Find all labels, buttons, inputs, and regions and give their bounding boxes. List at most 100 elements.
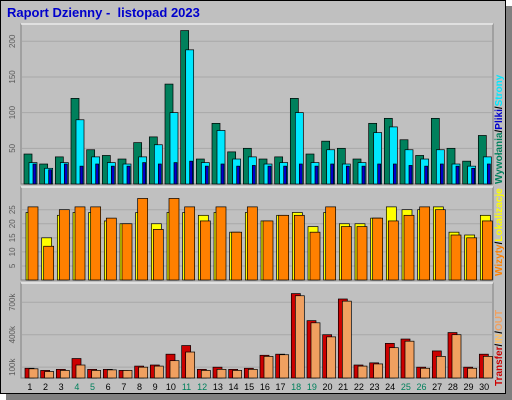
kbytes-out-bar bbox=[138, 366, 149, 379]
pages-bar bbox=[157, 163, 162, 185]
kbytes-out-bar bbox=[420, 367, 431, 379]
x-day-label: 6 bbox=[106, 382, 111, 392]
x-day-label: 30 bbox=[479, 382, 489, 392]
pages-bar bbox=[314, 165, 319, 185]
pages-bar bbox=[142, 162, 147, 185]
pages-bar bbox=[173, 162, 178, 185]
visits-bar bbox=[121, 223, 133, 281]
visits-bar bbox=[325, 206, 337, 281]
x-day-label: 20 bbox=[322, 382, 332, 392]
kbytes-out-bar bbox=[153, 365, 164, 379]
visits-bar bbox=[434, 209, 446, 281]
kbytes-out-bar bbox=[326, 336, 337, 379]
pages-bar bbox=[486, 163, 491, 185]
x-day-label: 22 bbox=[354, 382, 364, 392]
report-title: Raport Dzienny - listopad 2023 bbox=[7, 5, 200, 20]
kbytes-out-bar bbox=[91, 370, 102, 379]
visits-bar bbox=[466, 237, 478, 281]
x-day-label: 18 bbox=[291, 382, 301, 392]
legend-visits-sites: Wizyty/Lokalizacje bbox=[494, 188, 505, 276]
x-day-label: 19 bbox=[307, 382, 317, 392]
legend-hits-files-pages-part: Pliki bbox=[494, 109, 505, 130]
pages-bar bbox=[298, 163, 303, 185]
pages-bar bbox=[283, 165, 288, 185]
pages-bar bbox=[267, 165, 272, 185]
pages-bar bbox=[204, 165, 209, 185]
x-day-label: 10 bbox=[166, 382, 176, 392]
visits-bar bbox=[215, 206, 227, 281]
visits-bar bbox=[43, 245, 55, 281]
report-frame bbox=[0, 0, 506, 394]
visits-bar bbox=[419, 206, 431, 281]
kbytes-out-bar bbox=[216, 368, 227, 379]
visits-bar bbox=[199, 220, 211, 281]
x-day-label: 23 bbox=[369, 382, 379, 392]
legend-transfer-part: / bbox=[494, 344, 505, 347]
kbytes-out-bar bbox=[404, 340, 415, 379]
kbytes-out-bar bbox=[451, 334, 462, 379]
visits-bar bbox=[450, 234, 462, 281]
x-day-label: 25 bbox=[401, 382, 411, 392]
x-day-label: 28 bbox=[448, 382, 458, 392]
legend-transfer-part: Transfer bbox=[494, 346, 505, 386]
visits-bar bbox=[278, 214, 290, 281]
visits-bar bbox=[403, 214, 415, 281]
y-tick-label: 150 bbox=[8, 70, 17, 84]
legend-hits-files-pages: Wywołania/Pliki/Strony bbox=[494, 74, 505, 184]
pages-bar bbox=[220, 163, 225, 185]
visits-bar bbox=[168, 198, 180, 281]
legend-transfer-part: IN bbox=[494, 334, 505, 344]
kbytes-out-bar bbox=[467, 367, 478, 379]
pages-bar bbox=[377, 163, 382, 185]
pages-bar bbox=[408, 165, 413, 185]
legend-visits-sites-part: / bbox=[494, 241, 505, 244]
x-day-label: 8 bbox=[137, 382, 142, 392]
kbytes-out-bar bbox=[373, 363, 384, 379]
kbytes-out-bar bbox=[279, 354, 290, 379]
kbytes-out-bar bbox=[59, 370, 70, 379]
visits-bar bbox=[340, 226, 352, 281]
x-day-label: 29 bbox=[463, 382, 473, 392]
kbytes-out-bar bbox=[169, 360, 180, 379]
x-day-label: 2 bbox=[43, 382, 48, 392]
visits-bar bbox=[58, 209, 70, 281]
x-day-label: 9 bbox=[153, 382, 158, 392]
pages-bar bbox=[330, 163, 335, 185]
x-day-label: 27 bbox=[432, 382, 442, 392]
x-day-label: 7 bbox=[121, 382, 126, 392]
pages-bar bbox=[63, 163, 68, 185]
pages-bar bbox=[95, 163, 100, 185]
pages-bar bbox=[392, 163, 397, 185]
frame-shadow-right bbox=[506, 6, 512, 400]
x-day-label: 5 bbox=[90, 382, 95, 392]
pages-bar bbox=[424, 165, 429, 185]
legend-hits-files-pages-part: / bbox=[494, 130, 505, 133]
visits-bar bbox=[293, 214, 305, 281]
visits-bar bbox=[262, 220, 274, 281]
y-tick-label: 5 bbox=[8, 263, 17, 268]
kbytes-out-bar bbox=[247, 368, 258, 379]
kbytes-out-bar bbox=[341, 300, 352, 379]
x-day-label: 17 bbox=[275, 382, 285, 392]
x-day-label: 15 bbox=[244, 382, 254, 392]
x-day-label: 24 bbox=[385, 382, 395, 392]
visits-bar bbox=[372, 217, 384, 281]
legend-transfer-part: OUT bbox=[494, 310, 505, 331]
kbytes-out-bar bbox=[122, 370, 133, 379]
pages-bar bbox=[345, 165, 350, 185]
x-day-label: 12 bbox=[197, 382, 207, 392]
y-tick-label: 100k bbox=[8, 358, 17, 376]
y-tick-label: 20 bbox=[8, 219, 17, 228]
kbytes-out-bar bbox=[75, 364, 86, 379]
x-day-label: 3 bbox=[59, 382, 64, 392]
visits-bar bbox=[387, 220, 399, 281]
pages-bar bbox=[471, 167, 476, 185]
pages-bar bbox=[32, 163, 37, 185]
frame-shadow-bottom bbox=[6, 394, 512, 400]
legend-hits-files-pages-part: Wywołania bbox=[494, 132, 505, 184]
visits-bar bbox=[246, 206, 258, 281]
visits-bar bbox=[90, 206, 102, 281]
x-day-label: 11 bbox=[182, 382, 191, 392]
pages-bar bbox=[439, 163, 444, 185]
